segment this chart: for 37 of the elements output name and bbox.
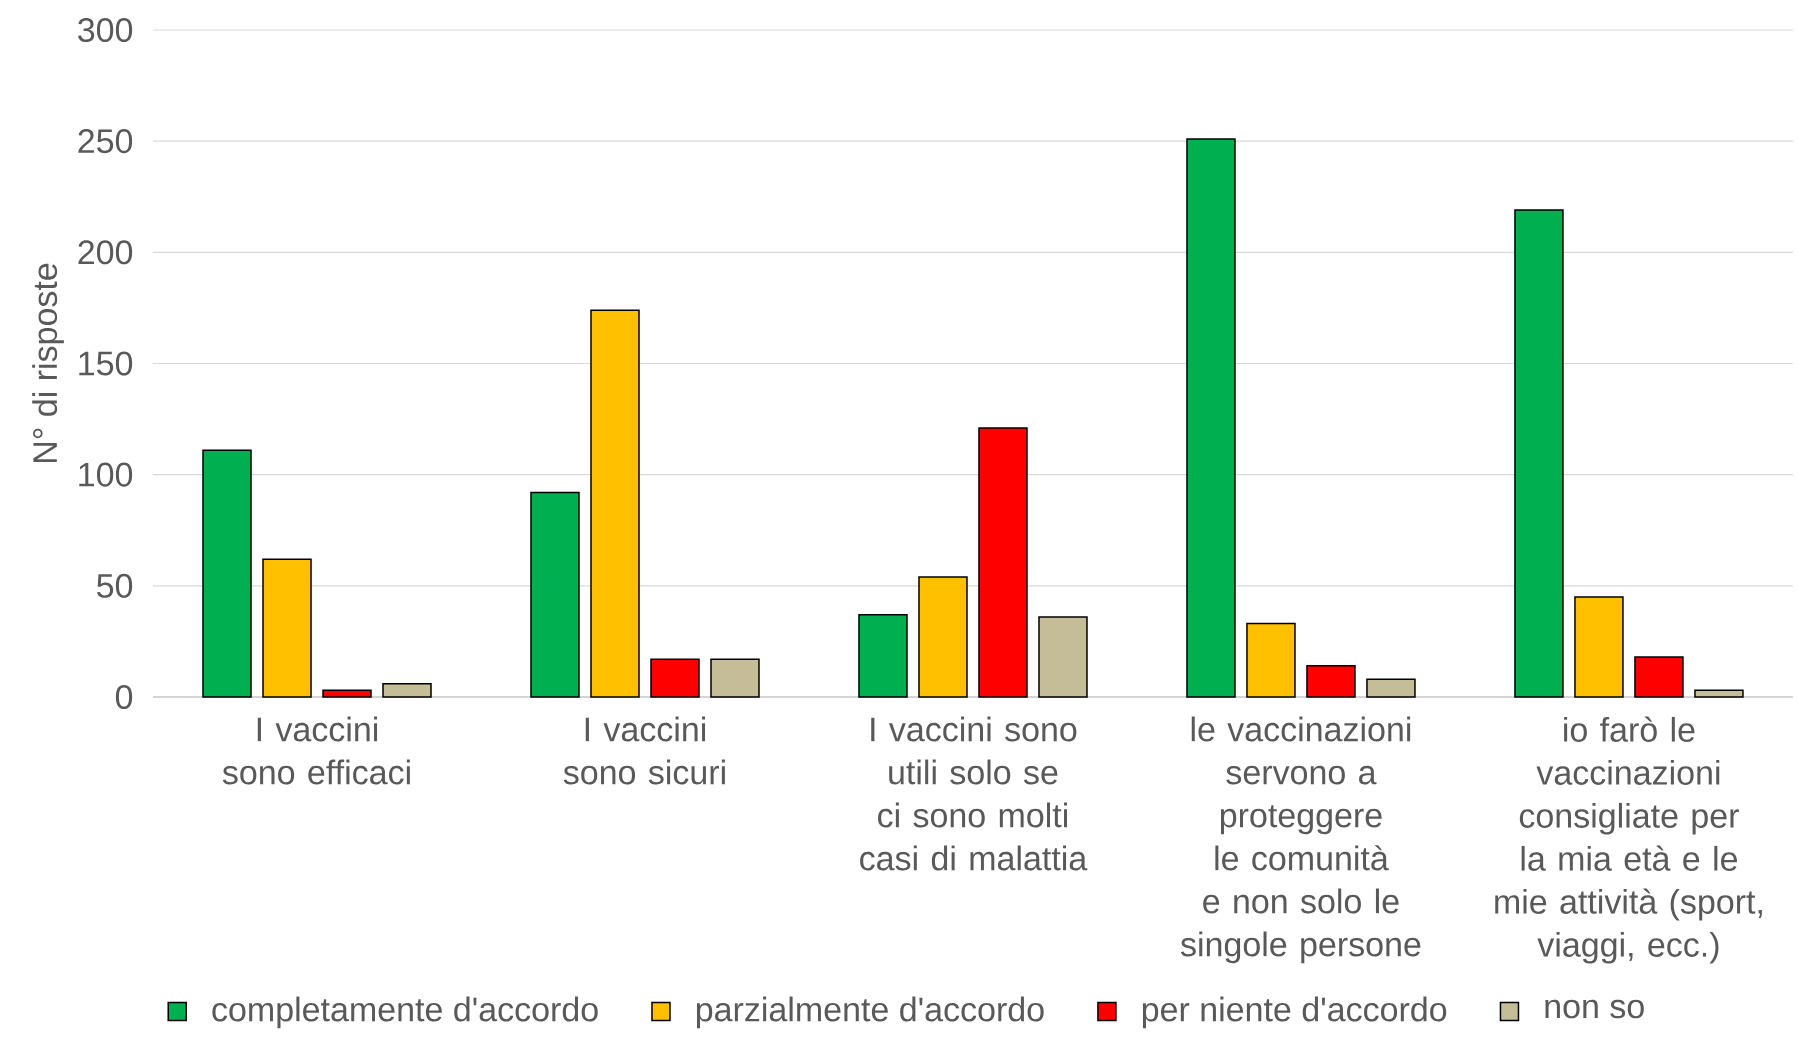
bar <box>530 491 580 698</box>
y-tick-label: 50 <box>97 573 133 598</box>
bar <box>650 658 700 698</box>
bar <box>1186 138 1236 698</box>
bar <box>202 449 252 698</box>
bar <box>1306 665 1356 698</box>
bar <box>1514 209 1564 698</box>
bar <box>1038 616 1088 698</box>
x-tick-label: io farò le vaccinazioni consigliate per la mia età e le mie attività (sport, viaggi, ecc.) <box>1495 716 1762 964</box>
y-tick-label: 250 <box>78 129 133 154</box>
x-tick-label: I vaccini sono utili solo se ci sono molti casi di malattia <box>860 716 1088 871</box>
y-tick-label: 150 <box>79 351 133 376</box>
x-tick-label: le vaccinazioni servono a proteggere le comunità e non solo le singole persone <box>1180 716 1421 964</box>
y-tick-label: 100 <box>79 462 133 487</box>
bar <box>262 558 312 698</box>
bar <box>1694 689 1744 698</box>
bar <box>858 613 908 698</box>
bar <box>1574 596 1624 698</box>
bar <box>1246 622 1296 698</box>
bar <box>710 658 760 698</box>
bar <box>590 309 640 698</box>
bar <box>382 682 432 698</box>
y-axis-title: N° di risposte <box>32 263 64 462</box>
y-tick-label: 0 <box>115 684 133 710</box>
legend-label: per niente d'accordo <box>1142 996 1447 1029</box>
bar <box>322 689 372 698</box>
legend-label: parzialmente d'accordo <box>696 996 1044 1029</box>
bar <box>1366 678 1416 698</box>
x-tick-label: I vaccini sono efficaci <box>222 716 410 785</box>
bar <box>918 576 968 698</box>
bar <box>978 427 1028 698</box>
legend-label: completamente d'accordo <box>212 996 598 1029</box>
x-tick-label: I vaccini sono sicuri <box>563 716 725 785</box>
bar <box>1634 656 1684 698</box>
y-tick-label: 300 <box>78 17 133 43</box>
y-tick-label: 200 <box>78 240 133 265</box>
legend-label: non so <box>1545 999 1644 1019</box>
